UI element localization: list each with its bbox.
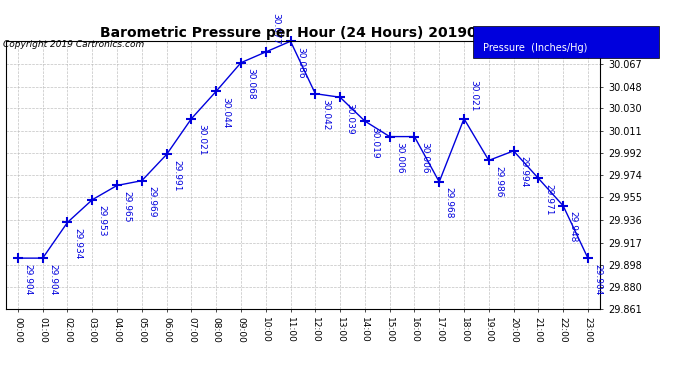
- Text: 30.021: 30.021: [197, 124, 206, 156]
- Text: 30.039: 30.039: [346, 103, 355, 135]
- Text: 29.904: 29.904: [48, 264, 57, 295]
- Text: 30.044: 30.044: [221, 97, 230, 128]
- Text: Pressure  (Inches/Hg): Pressure (Inches/Hg): [483, 43, 587, 52]
- Text: 30.006: 30.006: [420, 142, 429, 174]
- Text: 30.077: 30.077: [271, 13, 280, 45]
- Text: 29.994: 29.994: [519, 156, 528, 188]
- Text: 30.019: 30.019: [371, 127, 380, 158]
- Text: 29.948: 29.948: [569, 211, 578, 243]
- Text: 29.986: 29.986: [494, 166, 503, 198]
- Text: 29.904: 29.904: [23, 264, 32, 295]
- Text: 29.904: 29.904: [593, 264, 602, 295]
- Text: 29.953: 29.953: [98, 205, 107, 237]
- Text: Copyright 2019 Cartronics.com: Copyright 2019 Cartronics.com: [3, 40, 145, 49]
- Text: 30.086: 30.086: [296, 47, 305, 78]
- Text: 30.006: 30.006: [395, 142, 404, 174]
- Text: 29.968: 29.968: [445, 188, 454, 219]
- Text: 30.042: 30.042: [321, 99, 330, 130]
- Text: 30.021: 30.021: [470, 80, 479, 112]
- Text: 29.969: 29.969: [148, 186, 157, 218]
- Text: 29.934: 29.934: [73, 228, 82, 260]
- Text: 29.965: 29.965: [123, 191, 132, 222]
- Text: 29.991: 29.991: [172, 160, 181, 192]
- Title: Barometric Pressure per Hour (24 Hours) 20190127: Barometric Pressure per Hour (24 Hours) …: [100, 26, 506, 40]
- Text: 30.068: 30.068: [246, 68, 255, 100]
- Text: 29.971: 29.971: [544, 184, 553, 215]
